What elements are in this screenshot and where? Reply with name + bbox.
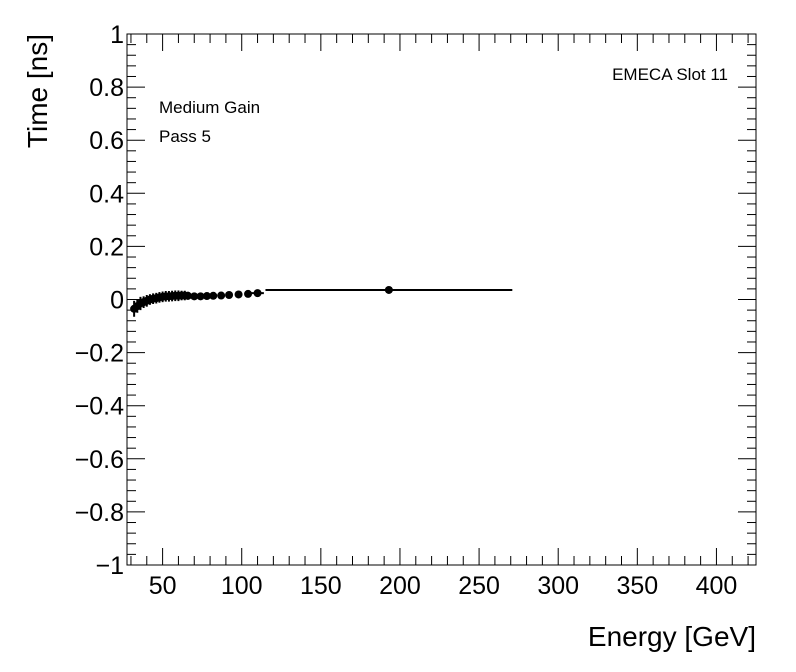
data-marks (130, 285, 513, 317)
y-tick-label: 1 (110, 21, 124, 49)
y-tick-label: 0.4 (89, 180, 124, 208)
x-tick-label: 350 (616, 572, 658, 600)
data-point (183, 291, 192, 300)
y-tick-label: 0 (110, 287, 124, 315)
marker (253, 289, 262, 298)
y-tick-label: 0.2 (89, 233, 124, 261)
marker (234, 290, 243, 299)
y-tick-label: 0.8 (89, 74, 124, 102)
data-point (234, 290, 243, 299)
y-tick-label: −1 (95, 552, 124, 580)
x-tick-label: 400 (696, 572, 738, 600)
data-point (202, 292, 211, 301)
marker (183, 291, 192, 300)
marker (196, 292, 205, 301)
data-point (217, 291, 226, 300)
x-tick-label: 100 (221, 572, 263, 600)
marker (244, 289, 253, 298)
y-tick-label: 0.6 (89, 127, 124, 155)
y-tick-label: −0.4 (75, 393, 124, 421)
marker (217, 291, 226, 300)
data-point (251, 289, 264, 298)
y-tick-label: −0.8 (75, 499, 124, 527)
marker (202, 292, 211, 301)
x-axis-title: Energy [GeV] (588, 621, 756, 652)
y-tick-label: −0.2 (75, 340, 124, 368)
data-point (196, 292, 205, 301)
marker (384, 285, 393, 294)
x-tick-label: 250 (458, 572, 500, 600)
y-tick-labels: −1 −0.8 −0.6 −0.4 −0.2 0 0.2 0.4 0.6 0.8 1 (75, 21, 124, 580)
data-point (190, 292, 199, 301)
annotation-pass: Pass 5 (159, 127, 211, 146)
y-axis-title: Time [ns] (22, 34, 53, 148)
data-point (209, 291, 218, 300)
annotation-slot: EMECA Slot 11 (612, 65, 728, 84)
x-tick-labels: 50 100 150 200 250 300 350 400 (149, 572, 738, 600)
axes-ticks (127, 33, 756, 566)
marker (209, 291, 218, 300)
y-tick-label: −0.6 (75, 446, 124, 474)
x-tick-label: 50 (149, 572, 177, 600)
x-tick-label: 200 (379, 572, 421, 600)
marker (225, 290, 234, 299)
data-point (244, 289, 253, 298)
x-tick-label: 150 (300, 572, 342, 600)
marker (190, 292, 199, 301)
data-point (265, 285, 513, 294)
x-tick-label: 300 (537, 572, 579, 600)
data-point (225, 290, 234, 299)
annotation-gain: Medium Gain (159, 98, 260, 117)
